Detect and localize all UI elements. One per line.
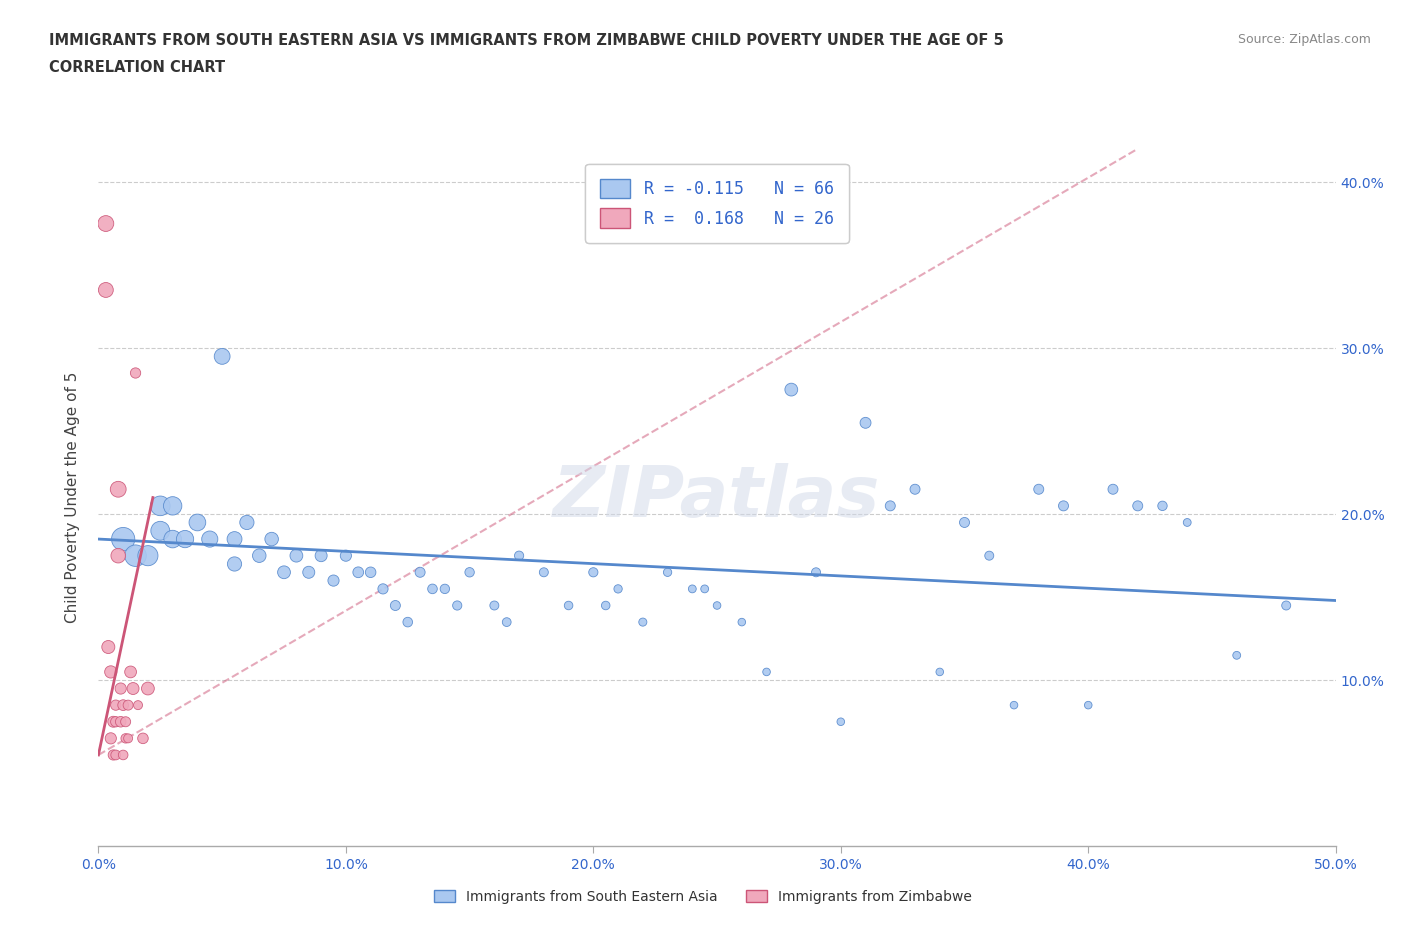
- Point: [755, 665, 778, 680]
- Point: [1077, 698, 1099, 712]
- Point: [953, 515, 976, 530]
- Point: [112, 748, 135, 763]
- Point: [110, 714, 132, 729]
- Point: [607, 581, 630, 596]
- Point: [127, 698, 149, 712]
- Point: [1226, 648, 1249, 663]
- Point: [1126, 498, 1149, 513]
- Point: [879, 498, 901, 513]
- Point: [631, 615, 654, 630]
- Legend: Immigrants from South Eastern Asia, Immigrants from Zimbabwe: Immigrants from South Eastern Asia, Immi…: [429, 884, 977, 910]
- Point: [446, 598, 468, 613]
- Point: [110, 681, 132, 696]
- Point: [533, 565, 555, 579]
- Point: [1175, 515, 1198, 530]
- Point: [384, 598, 406, 613]
- Text: CORRELATION CHART: CORRELATION CHART: [49, 60, 225, 75]
- Point: [1002, 698, 1025, 712]
- Point: [928, 665, 950, 680]
- Text: IMMIGRANTS FROM SOUTH EASTERN ASIA VS IMMIGRANTS FROM ZIMBABWE CHILD POVERTY UND: IMMIGRANTS FROM SOUTH EASTERN ASIA VS IM…: [49, 33, 1004, 47]
- Point: [495, 615, 517, 630]
- Point: [117, 731, 139, 746]
- Point: [396, 615, 419, 630]
- Point: [508, 549, 530, 564]
- Point: [224, 556, 246, 571]
- Point: [309, 549, 332, 564]
- Point: [433, 581, 456, 596]
- Point: [731, 615, 754, 630]
- Point: [112, 698, 135, 712]
- Point: [112, 532, 135, 547]
- Point: [347, 565, 370, 579]
- Point: [120, 665, 142, 680]
- Point: [422, 581, 444, 596]
- Point: [657, 565, 679, 579]
- Point: [162, 532, 184, 547]
- Point: [681, 581, 703, 596]
- Point: [104, 714, 127, 729]
- Point: [706, 598, 728, 613]
- Point: [94, 283, 117, 298]
- Point: [124, 365, 146, 380]
- Point: [104, 698, 127, 712]
- Point: [582, 565, 605, 579]
- Point: [830, 714, 852, 729]
- Point: [114, 731, 136, 746]
- Point: [97, 640, 120, 655]
- Point: [335, 549, 357, 564]
- Point: [595, 598, 617, 613]
- Point: [247, 549, 270, 564]
- Point: [149, 524, 172, 538]
- Point: [136, 549, 159, 564]
- Point: [285, 549, 308, 564]
- Point: [224, 532, 246, 547]
- Point: [103, 748, 125, 763]
- Point: [124, 549, 146, 564]
- Y-axis label: Child Poverty Under the Age of 5: Child Poverty Under the Age of 5: [65, 372, 80, 623]
- Point: [1152, 498, 1174, 513]
- Point: [273, 565, 295, 579]
- Point: [979, 549, 1001, 564]
- Point: [149, 498, 172, 513]
- Point: [211, 349, 233, 364]
- Point: [371, 581, 394, 596]
- Point: [360, 565, 382, 579]
- Point: [100, 665, 122, 680]
- Point: [855, 416, 877, 431]
- Point: [100, 731, 122, 746]
- Point: [162, 498, 184, 513]
- Point: [198, 532, 221, 547]
- Text: Source: ZipAtlas.com: Source: ZipAtlas.com: [1237, 33, 1371, 46]
- Point: [484, 598, 506, 613]
- Point: [103, 714, 125, 729]
- Point: [236, 515, 259, 530]
- Point: [904, 482, 927, 497]
- Point: [260, 532, 283, 547]
- Point: [557, 598, 579, 613]
- Point: [132, 731, 155, 746]
- Point: [780, 382, 803, 397]
- Point: [1052, 498, 1074, 513]
- Point: [804, 565, 827, 579]
- Legend: R = -0.115   N = 66, R =  0.168   N = 26: R = -0.115 N = 66, R = 0.168 N = 26: [585, 164, 849, 243]
- Point: [322, 573, 344, 588]
- Point: [117, 698, 139, 712]
- Text: ZIPatlas: ZIPatlas: [554, 463, 880, 532]
- Point: [174, 532, 197, 547]
- Point: [186, 515, 208, 530]
- Point: [104, 748, 127, 763]
- Point: [114, 714, 136, 729]
- Point: [1102, 482, 1125, 497]
- Point: [94, 216, 117, 231]
- Point: [298, 565, 321, 579]
- Point: [458, 565, 481, 579]
- Point: [136, 681, 159, 696]
- Point: [107, 482, 129, 497]
- Point: [1275, 598, 1298, 613]
- Point: [1028, 482, 1050, 497]
- Point: [122, 681, 145, 696]
- Point: [409, 565, 432, 579]
- Point: [693, 581, 716, 596]
- Point: [107, 549, 129, 564]
